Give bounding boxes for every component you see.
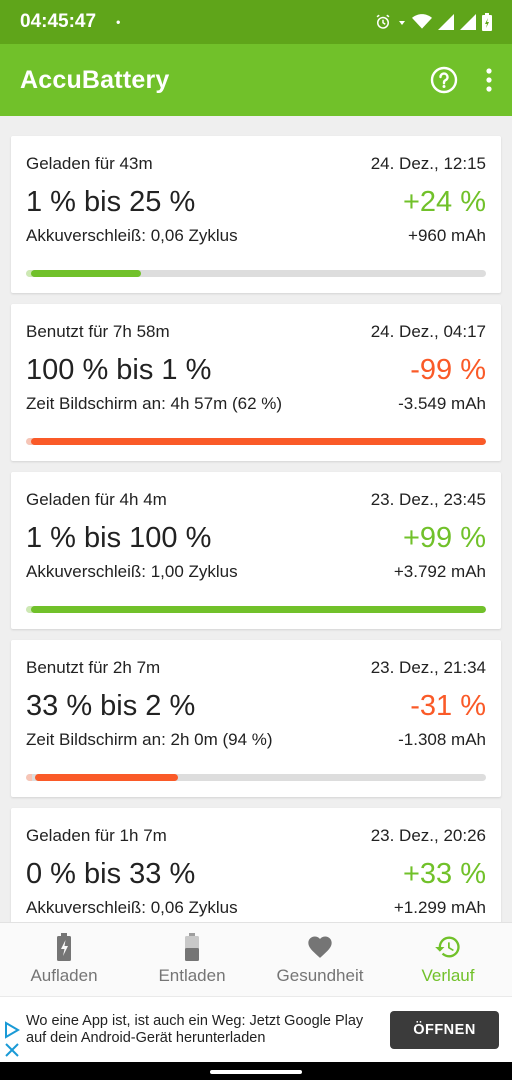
battery-charging-icon [57, 933, 71, 961]
session-mah: -1.308 mAh [398, 730, 486, 749]
nav-item-gesundheit[interactable]: Gesundheit [256, 923, 384, 996]
session-card[interactable]: Benutzt für 2h 7m 23. Dez., 21:34 33 % b… [11, 640, 501, 797]
session-progress-bar [26, 270, 486, 277]
progress-fill [30, 438, 486, 445]
nav-label: Aufladen [30, 966, 98, 985]
session-change: +99 % [402, 522, 486, 554]
progress-start-segment [26, 606, 32, 613]
status-icons [374, 13, 492, 31]
ad-choices-icon[interactable] [4, 1020, 20, 1039]
session-mah: +3.792 mAh [393, 562, 486, 581]
gesture-handle[interactable] [210, 1070, 302, 1074]
ad-text: Wo eine App ist, ist auch ein Weg: Jetzt… [26, 1012, 364, 1046]
session-card[interactable]: Geladen für 4h 4m 23. Dez., 23:45 1 % bi… [11, 472, 501, 629]
session-progress-bar [26, 606, 486, 613]
nav-item-entladen[interactable]: Entladen [128, 923, 256, 996]
session-card[interactable]: Geladen für 1h 7m 23. Dez., 20:26 0 % bi… [11, 808, 501, 922]
progress-start-segment [26, 270, 32, 277]
session-range: 100 % bis 1 % [26, 354, 212, 386]
app-title: AccuBattery [20, 65, 170, 94]
app-bar: AccuBattery [0, 44, 512, 116]
status-time: 04:45:47 [20, 11, 97, 32]
session-change: -99 % [410, 354, 486, 386]
session-detail: Akkuverschleiß: 0,06 Zyklus [26, 898, 238, 917]
status-bar: 04:45:47 • [0, 0, 512, 44]
session-mah: +960 mAh [408, 226, 486, 245]
session-detail: Zeit Bildschirm an: 2h 0m (94 %) [26, 730, 273, 749]
help-button[interactable] [430, 66, 458, 94]
session-card[interactable]: Geladen für 43m 24. Dez., 12:15 1 % bis … [11, 136, 501, 293]
session-duration: Benutzt für 7h 58m [26, 322, 170, 341]
session-card[interactable]: Benutzt für 7h 58m 24. Dez., 04:17 100 %… [11, 304, 501, 461]
session-detail: Akkuverschleiß: 0,06 Zyklus [26, 226, 238, 245]
session-duration: Geladen für 43m [26, 154, 153, 173]
session-mah: +1.299 mAh [393, 898, 486, 917]
nav-item-verlauf[interactable]: Verlauf [384, 923, 512, 996]
session-range: 1 % bis 25 % [26, 186, 196, 218]
session-date: 23. Dez., 20:26 [370, 826, 486, 845]
bottom-navigation: Aufladen Entladen Gesundheit Verlauf [0, 922, 512, 996]
nav-label: Entladen [158, 966, 226, 985]
more-vert-icon [486, 68, 492, 92]
session-duration: Geladen für 4h 4m [26, 490, 167, 509]
session-range: 1 % bis 100 % [26, 522, 212, 554]
session-mah: -3.549 mAh [398, 394, 486, 413]
nav-label: Gesundheit [276, 966, 364, 985]
session-range: 33 % bis 2 % [26, 690, 196, 722]
history-icon [435, 936, 460, 958]
session-range: 0 % bis 33 % [26, 858, 196, 890]
overflow-menu-button[interactable] [486, 68, 492, 92]
ad-icons [0, 997, 24, 1063]
gesture-bar [0, 1062, 512, 1080]
battery-icon [185, 933, 199, 961]
session-progress-bar [26, 438, 486, 445]
progress-fill [30, 270, 141, 277]
help-icon [430, 66, 458, 94]
session-list[interactable]: Geladen für 43m 24. Dez., 12:15 1 % bis … [0, 116, 512, 922]
progress-start-segment [26, 774, 32, 781]
session-change: -31 % [410, 690, 486, 722]
heart-icon [308, 936, 332, 958]
session-date: 23. Dez., 21:34 [370, 658, 486, 677]
session-change: +33 % [402, 858, 486, 890]
vibrate-icon [398, 13, 406, 31]
progress-start-segment [26, 438, 32, 445]
ad-banner[interactable]: Wo eine App ist, ist auch ein Weg: Jetzt… [0, 996, 512, 1062]
ad-open-button[interactable]: ÖFFNEN [390, 1010, 499, 1049]
session-detail: Zeit Bildschirm an: 4h 57m (62 %) [26, 394, 283, 413]
session-duration: Benutzt für 2h 7m [26, 658, 161, 677]
close-icon[interactable] [5, 1042, 19, 1057]
session-change: +24 % [402, 186, 486, 218]
session-detail: Akkuverschleiß: 1,00 Zyklus [26, 562, 238, 581]
session-progress-bar [26, 774, 486, 781]
session-date: 23. Dez., 23:45 [370, 490, 486, 509]
session-date: 24. Dez., 04:17 [370, 322, 486, 341]
signal-icon-2 [460, 13, 476, 31]
session-duration: Geladen für 1h 7m [26, 826, 167, 845]
battery-status-icon [482, 13, 492, 31]
session-date: 24. Dez., 12:15 [370, 154, 486, 173]
wifi-icon [412, 13, 432, 31]
signal-icon [438, 13, 454, 31]
notification-dot: • [116, 15, 121, 29]
alarm-icon [374, 13, 392, 31]
progress-fill [35, 774, 178, 781]
nav-item-aufladen[interactable]: Aufladen [0, 923, 128, 996]
nav-label: Verlauf [421, 966, 475, 985]
progress-fill [30, 606, 486, 613]
